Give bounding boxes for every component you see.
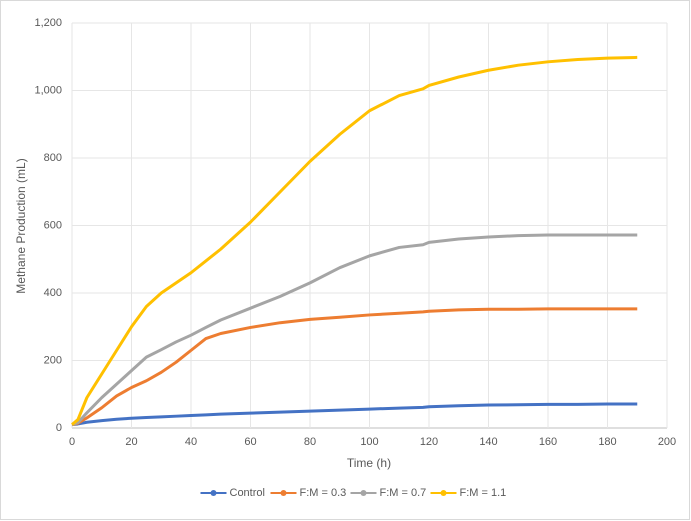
x-tick-label: 200 bbox=[658, 436, 676, 448]
x-tick-label: 160 bbox=[539, 436, 557, 448]
x-axis-title: Time (h) bbox=[347, 456, 391, 470]
series-line bbox=[71, 233, 638, 427]
x-tick-label: 100 bbox=[360, 436, 378, 448]
x-tick-label: 60 bbox=[244, 436, 256, 448]
y-tick-label: 0 bbox=[56, 422, 62, 434]
series-line bbox=[71, 402, 638, 427]
legend-marker bbox=[210, 490, 217, 496]
legend-label: F:M = 0.7 bbox=[380, 487, 427, 499]
legend-marker bbox=[360, 490, 367, 496]
legend-label: F:M = 0.3 bbox=[300, 487, 347, 499]
x-tick-label: 0 bbox=[69, 436, 75, 448]
x-tick-label: 120 bbox=[420, 436, 438, 448]
x-tick-label: 80 bbox=[304, 436, 316, 448]
x-tick-label: 140 bbox=[479, 436, 497, 448]
y-tick-label: 600 bbox=[44, 219, 62, 231]
legend-label: Control bbox=[230, 487, 265, 499]
series-line bbox=[71, 55, 638, 426]
y-tick-label: 400 bbox=[44, 287, 62, 299]
legend-label: F:M = 1.1 bbox=[460, 487, 507, 499]
x-tick-label: 40 bbox=[185, 436, 197, 448]
legend-marker bbox=[280, 490, 287, 496]
y-tick-label: 1,000 bbox=[34, 84, 62, 96]
x-tick-label: 20 bbox=[125, 436, 137, 448]
y-tick-label: 200 bbox=[44, 354, 62, 366]
y-tick-label: 1,200 bbox=[34, 17, 62, 29]
y-axis-title: Methane Production (mL) bbox=[14, 158, 28, 293]
series-line bbox=[71, 307, 638, 427]
x-tick-label: 180 bbox=[598, 436, 616, 448]
legend-marker bbox=[440, 490, 447, 496]
y-tick-label: 800 bbox=[44, 152, 62, 164]
